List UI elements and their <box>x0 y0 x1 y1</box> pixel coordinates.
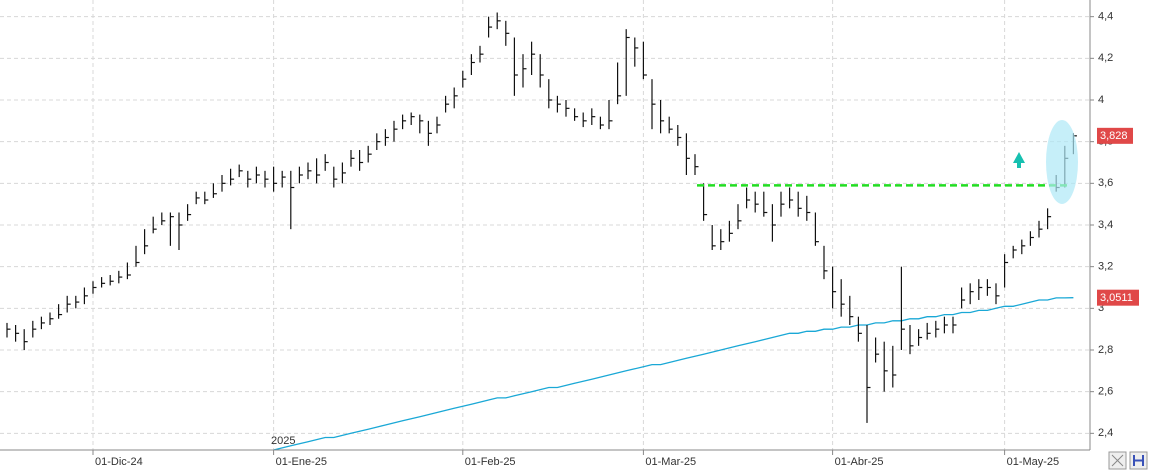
x-tick-label: 01-Mar-25 <box>645 456 696 468</box>
y-tick-label: 4 <box>1098 94 1104 106</box>
expand-icon <box>1111 454 1124 467</box>
x-tick-label: 01-Dic-24 <box>95 456 143 468</box>
y-tick-label: 2,4 <box>1098 427 1113 439</box>
y-tick-label: 3,6 <box>1098 177 1113 189</box>
value-box-label: 3,0511 <box>1100 292 1133 304</box>
up-arrow <box>1013 152 1025 168</box>
year-label: 2025 <box>271 435 295 447</box>
x-tick-label: 01-Ene-25 <box>276 456 327 468</box>
y-tick-label: 3 <box>1098 302 1104 314</box>
value-box <box>1097 289 1139 306</box>
h-icon <box>1133 455 1144 466</box>
value-box <box>1097 127 1133 144</box>
y-tick-label: 4,4 <box>1098 11 1113 23</box>
moving-average <box>273 297 1074 451</box>
x-tick-label: 01-May-25 <box>1007 456 1060 468</box>
value-box-label: 3,828 <box>1100 130 1128 142</box>
grid <box>0 0 1090 450</box>
highlight-ellipse <box>1046 120 1078 204</box>
y-tick-label: 3,2 <box>1098 261 1113 273</box>
y-tick-label: 3,4 <box>1098 219 1113 231</box>
y-tick-label: 4,2 <box>1098 52 1113 64</box>
x-tick-label: 01-Abr-25 <box>835 456 884 468</box>
toolbar <box>1108 451 1148 470</box>
x-tick-label: 01-Feb-25 <box>465 456 516 468</box>
y-tick-label: 2,6 <box>1098 386 1113 398</box>
y-tick-label: 2,8 <box>1098 344 1113 356</box>
